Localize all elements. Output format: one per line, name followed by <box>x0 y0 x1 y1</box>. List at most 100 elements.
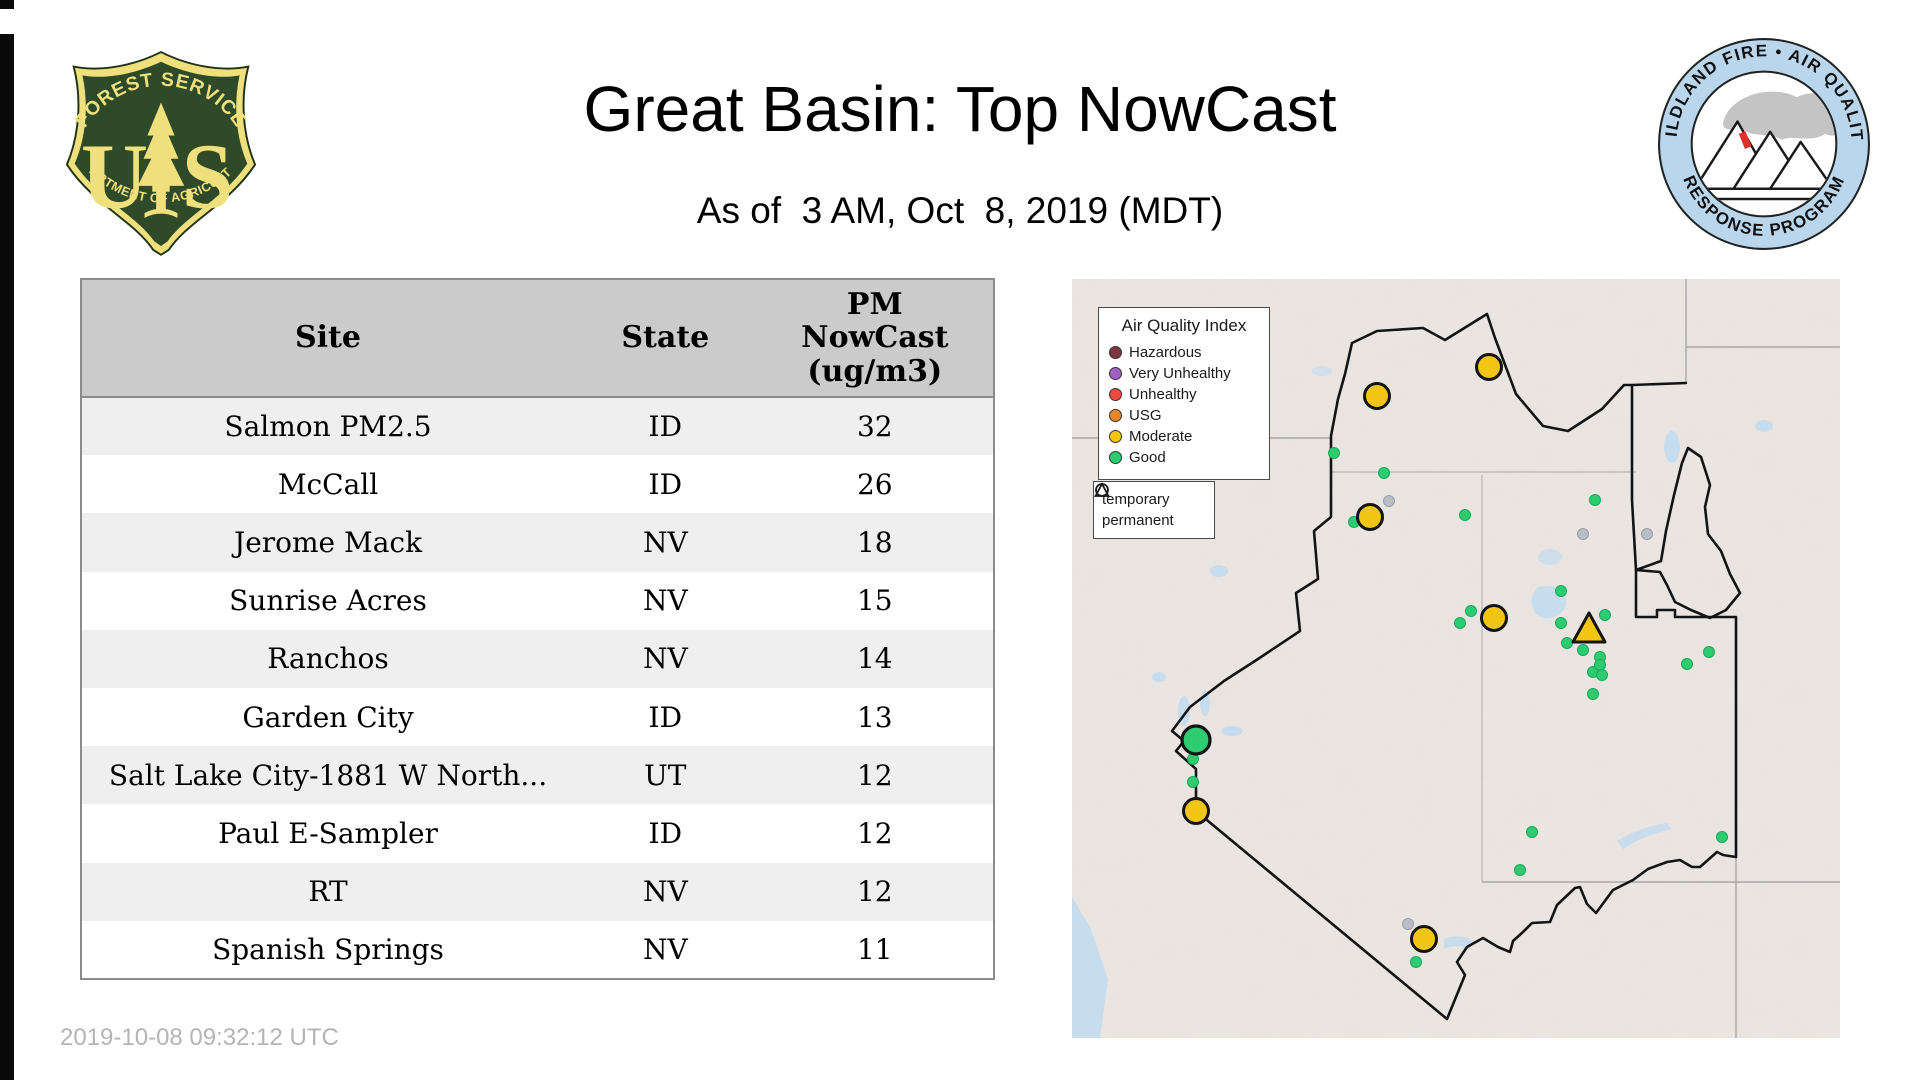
state-cell: ID <box>574 804 757 863</box>
aqi-legend-label: USG <box>1129 407 1162 424</box>
good-site-dot <box>1587 688 1599 700</box>
aqi-legend-label: Unhealthy <box>1129 386 1197 403</box>
good-temporary-site <box>1180 724 1212 756</box>
table-row: Sunrise Acres NV 15 <box>81 571 994 630</box>
good-site-dot <box>1459 509 1471 521</box>
site-cell: Sunrise Acres <box>81 571 575 630</box>
moderate-temporary-site <box>1480 604 1508 632</box>
moderate-temporary-site <box>1475 353 1503 381</box>
state-cell: UT <box>574 746 757 805</box>
pm-cell: 32 <box>756 397 994 456</box>
aqi-legend-label: Moderate <box>1129 428 1193 445</box>
inactive-site-dot <box>1383 495 1395 507</box>
good-site-dot <box>1599 609 1611 621</box>
good-site-dot <box>1514 864 1526 876</box>
good-site-dot <box>1555 617 1567 629</box>
pm-cell: 11 <box>756 920 994 979</box>
inactive-site-dot <box>1402 918 1414 930</box>
good-site-dot <box>1555 585 1567 597</box>
moderate-temporary-site <box>1356 503 1384 531</box>
site-cell: Salt Lake City-1881 W North... <box>81 746 575 805</box>
aqi-legend-label: Hazardous <box>1129 344 1202 361</box>
page-subtitle: As of 3 AM, Oct 8, 2019 (MDT) <box>696 190 1224 231</box>
state-cell: NV <box>574 862 757 921</box>
good-site-dot <box>1378 467 1390 479</box>
table-row: McCall ID 26 <box>81 455 994 514</box>
column-header-site: Site <box>81 279 575 398</box>
table-row: Garden City ID 13 <box>81 687 994 747</box>
wfaqrp-logo: WILDLAND FIRE • AIR QUALITY RESPONSE PRO… <box>1647 21 1872 252</box>
table-row: Salt Lake City-1881 W North... UT 12 <box>81 746 994 805</box>
legend-item-temporary: temporary <box>1095 483 1206 509</box>
table-row: Jerome Mack NV 18 <box>81 513 994 572</box>
good-site-dot <box>1526 826 1538 838</box>
table-row: Ranchos NV 14 <box>81 629 994 688</box>
table-row: RT NV 12 <box>81 862 994 921</box>
great-basin-map: Air Quality Index Hazardous Very Unhealth… <box>1072 279 1840 1038</box>
aqi-legend-title: Air Quality Index <box>1121 316 1247 335</box>
table-row: Salmon PM2.5 ID 32 <box>81 397 994 456</box>
table-row: Spanish Springs NV 11 <box>81 920 994 979</box>
usfs-tree-icon <box>137 102 185 218</box>
good-site-dot <box>1328 447 1340 459</box>
good-site-dot <box>1410 956 1422 968</box>
marker-type-legend: temporary permanent <box>1093 481 1215 539</box>
state-cell: NV <box>574 920 757 979</box>
aqi-legend-item: Unhealthy <box>1109 385 1259 404</box>
aqi-color-swatch <box>1109 346 1122 359</box>
site-cell: McCall <box>81 455 575 514</box>
aqi-legend-item: USG <box>1109 406 1259 425</box>
site-cell: Paul E-Sampler <box>81 804 575 863</box>
site-cell: Garden City <box>81 687 575 747</box>
good-site-dot <box>1454 617 1466 629</box>
state-cell: ID <box>574 687 757 747</box>
good-site-dot <box>1187 776 1199 788</box>
pm-cell: 14 <box>756 629 994 688</box>
site-cell: Ranchos <box>81 629 575 688</box>
aqi-color-swatch <box>1109 388 1122 401</box>
table-row: Paul E-Sampler ID 12 <box>81 804 994 863</box>
good-site-dot <box>1577 644 1589 656</box>
site-cell: Jerome Mack <box>81 513 575 572</box>
aqi-color-swatch <box>1109 451 1122 464</box>
pm-cell: 26 <box>756 455 994 514</box>
pm-cell: 12 <box>756 862 994 921</box>
aqi-legend-label: Very Unhealthy <box>1129 365 1231 382</box>
moderate-temporary-site <box>1410 925 1438 953</box>
inactive-site-dot <box>1577 528 1589 540</box>
viewer-edge-strip <box>0 0 14 1080</box>
good-site-dot <box>1594 659 1606 671</box>
aqi-legend-item: Good <box>1109 448 1259 467</box>
site-cell: Spanish Springs <box>81 920 575 979</box>
aqi-color-swatch <box>1109 409 1122 422</box>
state-cell: ID <box>574 397 757 456</box>
aqi-legend-item: Very Unhealthy <box>1109 364 1259 383</box>
nowcast-table: Site State PM NowCast (ug/m3) Salmon PM2… <box>80 278 995 980</box>
aqi-color-swatch <box>1109 367 1122 380</box>
good-site-dot <box>1465 605 1477 617</box>
site-markers <box>1180 353 1728 968</box>
site-cell: Salmon PM2.5 <box>81 397 575 456</box>
aqi-color-swatch <box>1109 430 1122 443</box>
good-site-dot <box>1703 646 1715 658</box>
aqi-legend: Air Quality Index Hazardous Very Unhealth… <box>1098 307 1270 480</box>
table-header-row: Site State PM NowCast (ug/m3) <box>81 279 994 398</box>
svg-text:U: U <box>81 125 148 228</box>
state-cell: NV <box>574 629 757 688</box>
inactive-site-dot <box>1641 528 1653 540</box>
moderate-temporary-site <box>1363 382 1391 410</box>
page-title: Great Basin: Top NowCast <box>583 73 1337 145</box>
site-cell: RT <box>81 862 575 921</box>
pm-cell: 12 <box>756 746 994 805</box>
aqi-legend-item: Hazardous <box>1109 343 1259 362</box>
column-header-state: State <box>574 279 757 398</box>
good-site-dot <box>1561 637 1573 649</box>
moderate-permanent-site <box>1571 611 1607 644</box>
good-site-dot <box>1716 831 1728 843</box>
svg-text:S: S <box>182 125 234 228</box>
usfs-logo: FOREST SERVICE U S DEPARTMENT OF AGRICUL… <box>59 35 258 258</box>
good-site-dot <box>1681 658 1693 670</box>
render-timestamp: 2019-10-08 09:32:12 UTC <box>60 1024 339 1051</box>
aqi-legend-item: Moderate <box>1109 427 1259 446</box>
state-cell: ID <box>574 455 757 514</box>
